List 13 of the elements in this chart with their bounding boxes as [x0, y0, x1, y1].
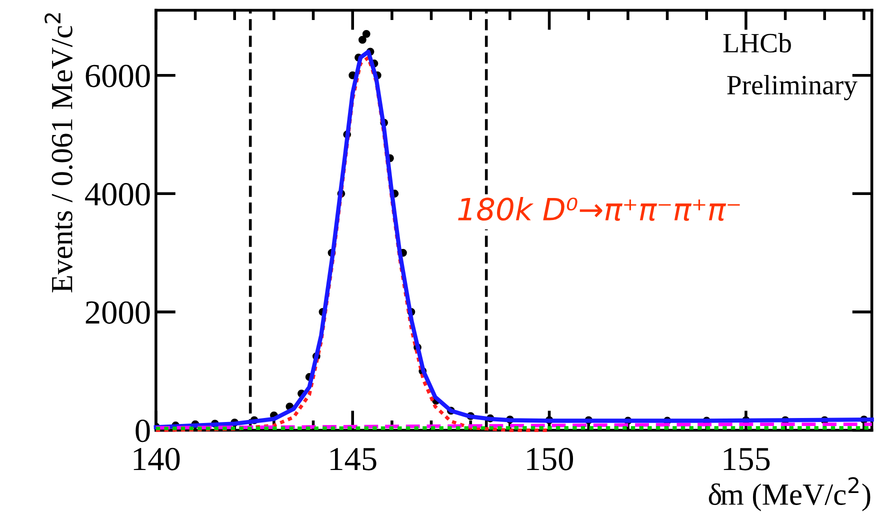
y-tick-label: 2000 — [86, 301, 150, 324]
x-tick-label: 145 — [330, 448, 376, 470]
y-tick-label: 0 — [136, 420, 150, 442]
y-tick-label: 4000 — [85, 183, 150, 206]
x-tick-label: 155 — [724, 448, 770, 470]
annotation: Preliminary — [727, 74, 858, 100]
annotation: LHCb — [723, 33, 791, 53]
y-tick-label: 6000 — [86, 64, 150, 88]
x-tick-label: 150 — [527, 448, 574, 470]
x-tick-label: 140 — [134, 448, 180, 470]
x-axis-title: δm (MeV/c$^{2}$) — [708, 477, 870, 512]
y-axis-title: Events / 0.061 MeV/c$^{2}$ — [44, 13, 73, 292]
annotation: 180k D⁰→π⁺π⁻π⁺π⁻ — [458, 197, 740, 221]
